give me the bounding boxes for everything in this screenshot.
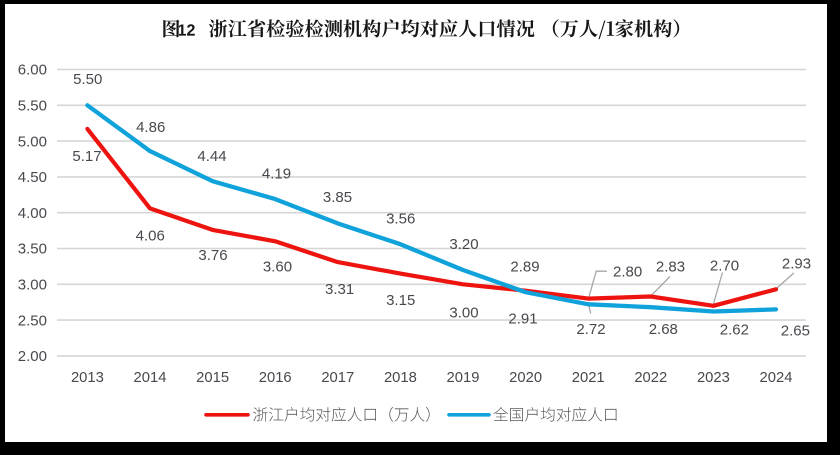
svg-text:5.00: 5.00 bbox=[18, 133, 47, 150]
svg-text:4.06: 4.06 bbox=[136, 227, 165, 244]
svg-text:2017: 2017 bbox=[321, 370, 354, 386]
svg-text:2.68: 2.68 bbox=[649, 321, 678, 338]
svg-text:2.89: 2.89 bbox=[510, 259, 539, 276]
svg-text:3.20: 3.20 bbox=[449, 236, 478, 253]
svg-text:2018: 2018 bbox=[384, 370, 417, 386]
svg-text:4.50: 4.50 bbox=[18, 169, 47, 186]
svg-text:2.00: 2.00 bbox=[18, 348, 47, 365]
svg-text:6.00: 6.00 bbox=[18, 62, 47, 79]
svg-text:4.19: 4.19 bbox=[262, 165, 291, 182]
svg-text:2014: 2014 bbox=[134, 370, 167, 386]
svg-text:4.44: 4.44 bbox=[197, 148, 226, 165]
svg-text:2.65: 2.65 bbox=[781, 323, 810, 340]
svg-text:2015: 2015 bbox=[196, 370, 229, 386]
svg-text:2.70: 2.70 bbox=[710, 257, 739, 274]
svg-text:2.62: 2.62 bbox=[720, 322, 749, 339]
svg-text:2.93: 2.93 bbox=[782, 255, 811, 272]
svg-text:2.50: 2.50 bbox=[18, 312, 47, 329]
svg-text:3.15: 3.15 bbox=[386, 292, 415, 309]
svg-text:2016: 2016 bbox=[259, 370, 292, 386]
svg-text:3.00: 3.00 bbox=[449, 305, 478, 322]
svg-text:2020: 2020 bbox=[509, 370, 542, 386]
svg-text:3.56: 3.56 bbox=[386, 210, 415, 227]
svg-text:2.72: 2.72 bbox=[576, 321, 605, 338]
svg-text:2019: 2019 bbox=[447, 370, 480, 386]
svg-text:4.00: 4.00 bbox=[18, 205, 47, 222]
svg-text:2.80: 2.80 bbox=[613, 263, 642, 280]
svg-text:2.83: 2.83 bbox=[656, 259, 685, 276]
svg-text:3.76: 3.76 bbox=[198, 247, 227, 264]
svg-text:5.50: 5.50 bbox=[18, 98, 47, 115]
svg-text:2013: 2013 bbox=[71, 370, 104, 386]
svg-text:4.86: 4.86 bbox=[136, 119, 165, 136]
svg-text:2.91: 2.91 bbox=[508, 311, 537, 328]
svg-text:3.31: 3.31 bbox=[325, 281, 354, 298]
svg-text:2021: 2021 bbox=[572, 370, 605, 386]
svg-text:3.60: 3.60 bbox=[263, 259, 292, 276]
svg-text:2022: 2022 bbox=[634, 370, 667, 386]
svg-text:3.85: 3.85 bbox=[323, 189, 352, 206]
svg-text:3.50: 3.50 bbox=[18, 241, 47, 258]
svg-text:5.50: 5.50 bbox=[73, 71, 102, 88]
svg-text:5.17: 5.17 bbox=[72, 148, 101, 165]
svg-text:3.00: 3.00 bbox=[18, 277, 47, 294]
svg-text:2023: 2023 bbox=[697, 370, 730, 386]
svg-text:2024: 2024 bbox=[760, 370, 793, 386]
